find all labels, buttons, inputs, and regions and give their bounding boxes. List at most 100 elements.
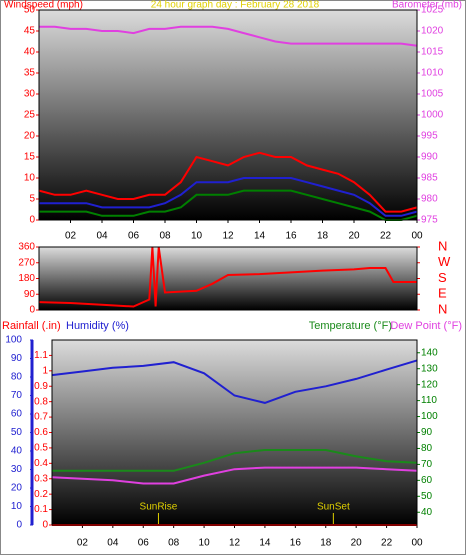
chart-title: 24 hour graph day : February 28 2018 <box>151 0 320 11</box>
y-tick-label: 0 <box>16 520 22 531</box>
y-tick-label: E <box>438 286 447 301</box>
y-tick-label: 1015 <box>421 47 444 58</box>
x-tick-label: 06 <box>128 231 140 242</box>
x-tick-label: 04 <box>107 538 119 549</box>
plot-background <box>39 247 417 310</box>
y-tick-label: 20 <box>24 131 36 142</box>
y-tick-label: N <box>438 301 447 316</box>
x-tick-label: 16 <box>290 538 302 549</box>
y-tick-label: 1.1 <box>34 350 48 361</box>
series-line <box>51 359 418 404</box>
y-tick-label: 1005 <box>421 89 444 100</box>
x-tick-label: 22 <box>380 231 392 242</box>
y-tick-label: 110 <box>421 395 437 406</box>
series-line <box>38 246 417 308</box>
y-tick-label: 40 <box>11 446 23 457</box>
y-tick-label: 120 <box>421 379 438 390</box>
y-tick-label: 0.9 <box>34 381 48 392</box>
annotation: SunRise <box>140 502 178 513</box>
plot-background <box>39 10 417 220</box>
y-tick-label: 995 <box>421 131 438 142</box>
annotation: SunSet <box>317 502 350 513</box>
y-tick-label: 1 <box>42 365 48 376</box>
y-tick-label: 990 <box>421 152 438 163</box>
x-tick-label: 06 <box>138 538 150 549</box>
y-tick-label: 10 <box>11 501 23 512</box>
y-tick-label: N <box>438 238 447 253</box>
y-tick-label: 180 <box>18 273 35 284</box>
x-tick-label: 08 <box>159 231 171 242</box>
y-tick-label: 80 <box>421 443 433 454</box>
y-tick-label: 0.1 <box>34 504 48 515</box>
y-tick-label: 45 <box>24 26 36 37</box>
y-axis-label: Windspeed (mph) <box>4 0 83 11</box>
y-tick-label: 0.7 <box>34 412 48 423</box>
y-tick-label: 30 <box>11 464 23 475</box>
series-line <box>39 25 418 47</box>
series-line <box>39 189 418 221</box>
series-line <box>51 466 418 485</box>
y-tick-label: 5 <box>29 194 35 205</box>
x-tick-label: 04 <box>96 231 108 242</box>
y-tick-label: 1020 <box>421 26 444 37</box>
y-tick-label: 980 <box>421 194 438 205</box>
legend-entry: Rainfall (.in) <box>2 320 61 332</box>
x-tick-label: 08 <box>168 538 180 549</box>
y-tick-label: 1000 <box>421 110 444 121</box>
y-tick-label: W <box>438 254 451 269</box>
y-tick-label: 60 <box>421 475 433 486</box>
y-tick-label: 140 <box>421 347 438 358</box>
y-tick-label: 0.2 <box>34 489 48 500</box>
x-tick-label: 14 <box>259 538 271 549</box>
y-tick-label: 360 <box>18 242 35 253</box>
y-tick-label: 40 <box>24 47 36 58</box>
y-tick-label: 100 <box>5 335 22 346</box>
series-line <box>39 177 418 217</box>
x-tick-label: 22 <box>381 538 393 549</box>
y-tick-label: 50 <box>421 491 433 502</box>
plot-border <box>38 9 418 221</box>
y-tick-label: 1010 <box>421 68 444 79</box>
x-tick-label: 18 <box>317 231 329 242</box>
y-tick-label: 0.3 <box>34 473 48 484</box>
y-tick-label: 985 <box>421 173 438 184</box>
y-tick-label: 100 <box>421 411 438 422</box>
legend-entry: Temperature (°F) <box>309 320 392 332</box>
y-tick-label: 15 <box>24 152 36 163</box>
x-tick-label: 20 <box>348 231 360 242</box>
y-tick-label: S <box>438 270 447 285</box>
x-tick-label: 00 <box>411 538 423 549</box>
y-tick-label: 30 <box>24 89 36 100</box>
y-tick-label: 0.6 <box>34 427 48 438</box>
y-tick-label: 0.5 <box>34 443 48 454</box>
y-tick-label: 975 <box>421 215 438 226</box>
y-tick-label: 270 <box>18 257 35 268</box>
legend-entry: Humidity (%) <box>66 320 129 332</box>
y-tick-label: 0 <box>42 520 48 531</box>
x-tick-label: 20 <box>351 538 363 549</box>
y-tick-label: 70 <box>11 390 23 401</box>
y-tick-label: 90 <box>24 289 36 300</box>
x-tick-label: 14 <box>254 231 266 242</box>
y-tick-label: 70 <box>421 459 433 470</box>
y-tick-label: 35 <box>24 68 36 79</box>
plot-border <box>51 339 418 526</box>
y-tick-label: 10 <box>24 173 36 184</box>
y-tick-label: 90 <box>11 353 23 364</box>
y-tick-label: 50 <box>11 427 23 438</box>
x-tick-label: 16 <box>285 231 297 242</box>
y-tick-label: 60 <box>11 409 23 420</box>
x-tick-label: 00 <box>411 231 423 242</box>
x-tick-label: 02 <box>65 231 77 242</box>
x-tick-label: 12 <box>229 538 241 549</box>
y-tick-label: 0 <box>29 215 35 226</box>
series-line <box>52 449 418 472</box>
y2-axis-label: Barometer (mb) <box>392 0 462 11</box>
y-tick-label: 20 <box>11 483 23 494</box>
series-line <box>38 151 418 213</box>
legend-entry: Dew Point (°F) <box>390 320 462 332</box>
plot-border <box>38 246 418 311</box>
y-tick-label: 25 <box>24 110 36 121</box>
y-tick-label: 50 <box>24 5 36 16</box>
